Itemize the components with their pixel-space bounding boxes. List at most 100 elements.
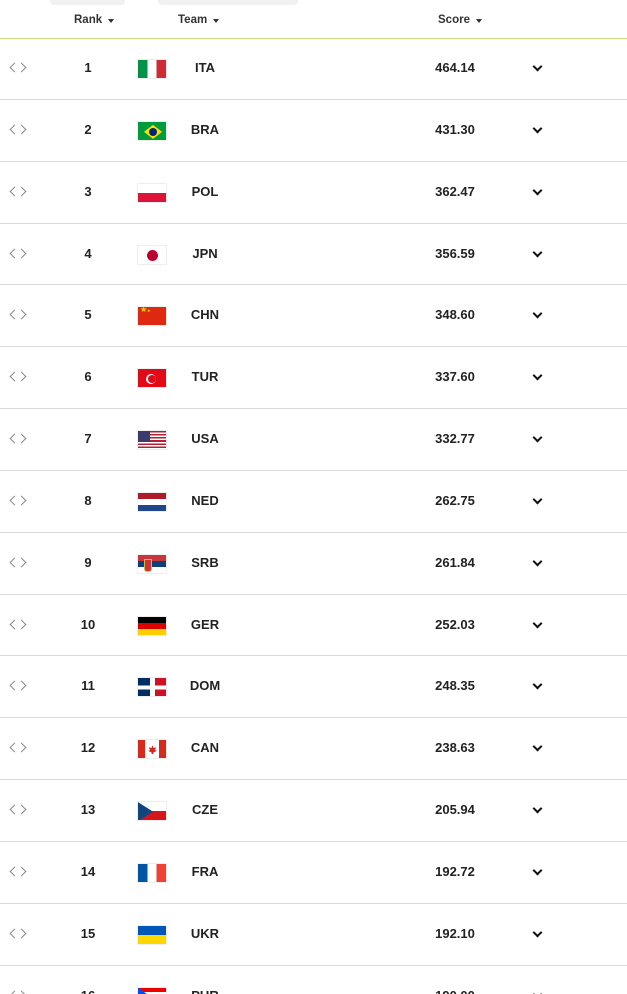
chevron-down-icon[interactable]	[531, 434, 543, 444]
chevron-right-icon[interactable]	[19, 433, 27, 445]
chevron-down-icon[interactable]	[531, 620, 543, 630]
chevron-right-icon[interactable]	[19, 928, 27, 940]
score-value: 238.63	[435, 740, 475, 756]
scroll-arrows-icon[interactable]	[9, 557, 27, 569]
rank-value: 11	[81, 678, 95, 694]
scroll-arrows-icon[interactable]	[9, 804, 27, 816]
chevron-right-icon[interactable]	[19, 557, 27, 569]
scroll-arrows-icon[interactable]	[9, 619, 27, 631]
chevron-down-icon[interactable]	[531, 496, 543, 506]
rank-value: 7	[84, 431, 92, 447]
chevron-down-icon[interactable]	[531, 867, 543, 877]
table-row[interactable]: 7 USA 332.77	[0, 409, 627, 471]
chevron-left-icon[interactable]	[9, 557, 17, 569]
scroll-arrows-icon[interactable]	[9, 680, 27, 692]
table-row[interactable]: 10 GER 252.03	[0, 595, 627, 657]
table-row[interactable]: 14 FRA 192.72	[0, 842, 627, 904]
sort-caret-icon	[213, 19, 220, 23]
scroll-arrows-icon[interactable]	[9, 124, 27, 136]
scroll-arrows-icon[interactable]	[9, 62, 27, 74]
rank-value: 15	[80, 925, 96, 941]
scroll-arrows-icon[interactable]	[9, 248, 27, 260]
chevron-down-icon[interactable]	[531, 681, 543, 691]
chevron-left-icon[interactable]	[9, 62, 17, 74]
chevron-left-icon[interactable]	[9, 495, 17, 507]
table-row[interactable]: 4 JPN 356.59	[0, 224, 627, 286]
chevron-down-icon[interactable]	[531, 805, 543, 815]
scroll-arrows-icon[interactable]	[9, 990, 27, 994]
chevron-down-icon[interactable]	[531, 929, 543, 939]
table-row[interactable]: 6 TUR 337.60	[0, 347, 627, 410]
table-row[interactable]: 8 NED 262.75	[0, 471, 627, 533]
chevron-down-icon[interactable]	[531, 249, 543, 259]
team-sort-header[interactable]: Team	[178, 14, 220, 26]
chevron-right-icon[interactable]	[19, 990, 27, 994]
team-flag-icon	[137, 368, 167, 389]
chevron-right-icon[interactable]	[19, 124, 27, 136]
table-row[interactable]: 2 BRA 431.30	[0, 100, 627, 162]
chevron-right-icon[interactable]	[19, 186, 27, 198]
table-row[interactable]: 5 CHN 348.60	[0, 285, 627, 348]
table-row[interactable]: 16 PUR 190.00	[0, 966, 627, 994]
scroll-arrows-icon[interactable]	[9, 495, 27, 507]
chevron-down-icon[interactable]	[531, 187, 543, 197]
chevron-down-icon[interactable]	[531, 991, 543, 994]
team-code: CZE	[192, 802, 218, 818]
table-row[interactable]: 1 ITA 464.14	[0, 38, 627, 100]
scroll-arrows-icon[interactable]	[9, 371, 27, 383]
team-code: USA	[191, 431, 219, 447]
score-sort-header[interactable]: Score	[438, 14, 482, 26]
chevron-down-icon[interactable]	[531, 310, 543, 320]
chevron-down-icon[interactable]	[531, 63, 543, 73]
chevron-right-icon[interactable]	[19, 742, 27, 754]
chevron-left-icon[interactable]	[9, 928, 17, 940]
team-flag-icon	[137, 801, 167, 822]
scroll-arrows-icon[interactable]	[9, 742, 27, 754]
sort-caret-icon	[108, 19, 115, 23]
score-value: 464.14	[435, 60, 475, 75]
score-value: 332.77	[435, 431, 475, 447]
chevron-down-icon[interactable]	[531, 125, 543, 135]
chevron-right-icon[interactable]	[19, 62, 27, 74]
top-tab-pill[interactable]	[158, 0, 298, 5]
table-row[interactable]: 3 POL 362.47	[0, 162, 627, 224]
scroll-arrows-icon[interactable]	[9, 866, 27, 878]
top-tab-pill[interactable]	[50, 0, 125, 5]
scroll-arrows-icon[interactable]	[9, 309, 27, 321]
chevron-right-icon[interactable]	[19, 309, 27, 321]
chevron-down-icon[interactable]	[531, 558, 543, 568]
chevron-right-icon[interactable]	[19, 619, 27, 631]
scroll-arrows-icon[interactable]	[9, 928, 27, 940]
scroll-arrows-icon[interactable]	[9, 186, 27, 198]
chevron-left-icon[interactable]	[9, 309, 17, 321]
table-row[interactable]: 15 UKR 192.10	[0, 904, 627, 966]
chevron-right-icon[interactable]	[19, 680, 27, 692]
chevron-left-icon[interactable]	[9, 371, 17, 383]
chevron-down-icon[interactable]	[531, 743, 543, 753]
chevron-left-icon[interactable]	[9, 124, 17, 136]
chevron-right-icon[interactable]	[19, 866, 27, 878]
rank-value: 12	[80, 740, 96, 756]
table-row[interactable]: 11 DOM 248.35	[0, 656, 627, 719]
chevron-left-icon[interactable]	[9, 742, 17, 754]
sort-caret-icon	[475, 19, 482, 23]
chevron-left-icon[interactable]	[9, 804, 17, 816]
chevron-left-icon[interactable]	[9, 680, 17, 692]
chevron-down-icon[interactable]	[531, 372, 543, 382]
chevron-right-icon[interactable]	[19, 371, 27, 383]
table-row[interactable]: 12 CAN 238.63	[0, 718, 627, 781]
chevron-left-icon[interactable]	[9, 433, 17, 445]
chevron-right-icon[interactable]	[19, 495, 27, 507]
chevron-left-icon[interactable]	[9, 990, 17, 994]
team-code: SRB	[191, 554, 219, 570]
chevron-left-icon[interactable]	[9, 866, 17, 878]
table-row[interactable]: 9 SRB 261.84	[0, 533, 627, 595]
chevron-right-icon[interactable]	[19, 248, 27, 260]
rank-header-label: Rank	[74, 14, 103, 26]
team-code: BRA	[190, 121, 220, 137]
table-row[interactable]: 13 CZE 205.94	[0, 780, 627, 842]
team-flag-icon	[137, 491, 167, 512]
rank-sort-header[interactable]: Rank	[74, 14, 115, 26]
scroll-arrows-icon[interactable]	[9, 433, 27, 445]
chevron-right-icon[interactable]	[19, 804, 27, 816]
